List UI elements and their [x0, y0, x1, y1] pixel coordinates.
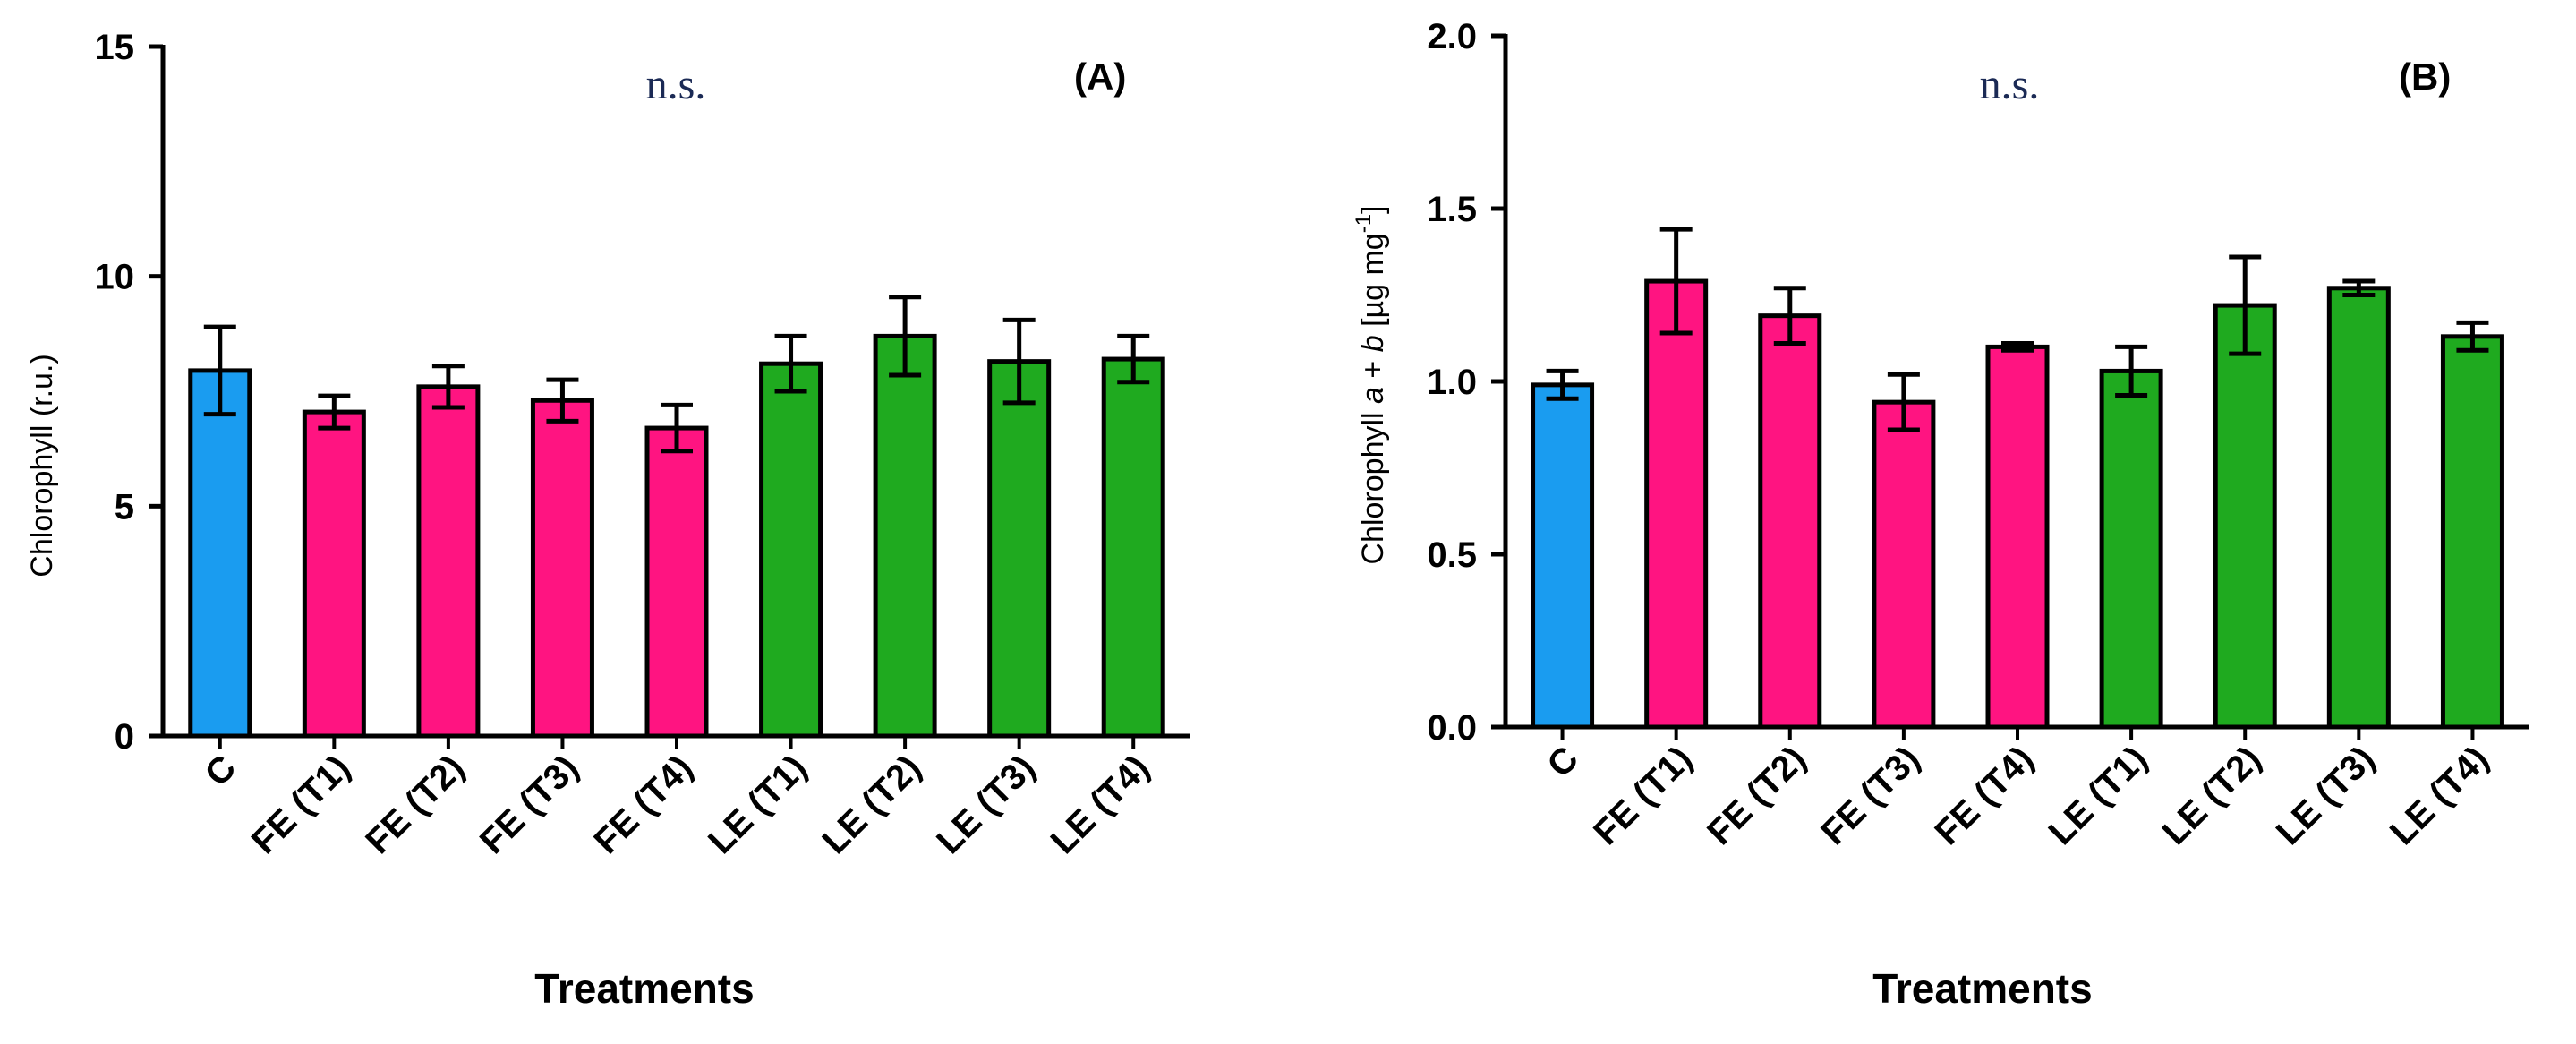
panel-b: (B) n.s. Chlorophyll a + b [µg mg-1] Tre… — [1352, 56, 2451, 1012]
panel-a-y-axis-label: Chlorophyll (r.u.) — [25, 354, 59, 577]
panel-a-category-label: C — [198, 748, 244, 794]
panel-b-bar-1 — [1644, 278, 1709, 730]
panel-b-y-tick-label: 1.5 — [1427, 190, 1477, 229]
panel-a-significance: n.s. — [646, 61, 706, 108]
panel-b-category-label: FE (T4) — [1927, 739, 2041, 852]
panel-a-bar-4 — [644, 425, 709, 739]
panel-a-label: (A) — [1074, 56, 1126, 98]
panel-b-bar-2 — [1758, 313, 1822, 730]
panel-a-plot: C FE (T1) FE (T2) FE (T3) FE (T4) LE (T1) LE (… — [95, 28, 1190, 861]
panel-a-x-axis-label: Treatments — [534, 965, 754, 1012]
panel-b-bar-8 — [2440, 334, 2504, 730]
panel-b-category-label: C — [1540, 739, 1586, 785]
panel-b-category-label: LE (T3) — [2269, 739, 2383, 852]
panel-b-plot: C FE (T1) FE (T2) FE (T3) FE (T4) LE (T1) LE (… — [1427, 17, 2529, 852]
panel-b-x-axis-label: Treatments — [1872, 965, 2092, 1012]
panel-b-y-tick-label: 2.0 — [1427, 17, 1477, 56]
panel-a-category-label: LE (T1) — [701, 748, 815, 861]
panel-a-bar-2 — [416, 384, 481, 739]
panel-b-y-axis-label: Chlorophyll a + b [µg mg-1] — [1352, 206, 1390, 565]
panel-b-y-tick-label: 1.0 — [1427, 363, 1477, 402]
panel-b-y-tick-label: 0.5 — [1427, 535, 1477, 575]
ylabel-prefix: Chlorophyll — [1356, 404, 1390, 565]
ylabel-close: ] — [1356, 206, 1390, 214]
panel-a-bar-5 — [759, 361, 823, 739]
ylabel-unit: [µg mg — [1356, 233, 1390, 335]
ylabel-superscript: -1 — [1352, 214, 1376, 233]
panel-a-y-tick-label: 10 — [95, 258, 135, 297]
panel-b-bar-6 — [2213, 303, 2277, 730]
panel-a-bar-8 — [1101, 356, 1165, 739]
panel-a-category-label: FE (T1) — [244, 748, 358, 861]
ylabel-plus: + — [1356, 352, 1390, 387]
panel-b-y-tick-label: 0.0 — [1427, 708, 1477, 748]
panel-a-y-tick-label: 15 — [95, 28, 135, 67]
panel-a-y-tick-label: 5 — [115, 487, 134, 526]
panel-a-category-label: FE (T2) — [358, 748, 472, 861]
panel-a-category-label: LE (T2) — [815, 748, 929, 861]
panel-a-category-label: FE (T3) — [473, 748, 586, 861]
panel-b-bar-4 — [1985, 344, 2050, 730]
panel-b-bar-5 — [2099, 368, 2163, 730]
ylabel-b: b — [1356, 335, 1390, 352]
panel-a-bar-7 — [987, 359, 1052, 739]
panel-b-category-label: LE (T2) — [2155, 739, 2269, 852]
panel-a-category-label: FE (T4) — [586, 748, 700, 861]
panel-a-bar-3 — [530, 398, 594, 739]
panel-b-category-label: FE (T2) — [1700, 739, 1813, 852]
panel-b-category-label: FE (T3) — [1813, 739, 1927, 852]
panel-a-bar-1 — [302, 409, 366, 739]
panel-b-bar-7 — [2326, 286, 2391, 730]
panel-b-label: (B) — [2399, 56, 2451, 98]
panel-b-category-label: LE (T1) — [2042, 739, 2155, 852]
ylabel-a: a — [1356, 387, 1390, 404]
panel-b-significance: n.s. — [1980, 61, 2040, 108]
panel-a-bar-6 — [873, 333, 937, 739]
panel-b-bar-3 — [1872, 399, 1936, 730]
panel-b-category-label: LE (T4) — [2383, 739, 2496, 852]
panel-b-category-label: FE (T1) — [1586, 739, 1700, 852]
panel-a-category-label: LE (T3) — [929, 748, 1043, 861]
panel-a: (A) n.s. Chlorophyll (r.u.) Treatments — [25, 56, 1126, 1012]
panel-b-bar-0 — [1531, 382, 1595, 730]
panel-a-y-tick-label: 0 — [115, 717, 134, 757]
panel-a-category-label: LE (T4) — [1044, 748, 1157, 861]
panel-a-bar-0 — [188, 368, 252, 739]
